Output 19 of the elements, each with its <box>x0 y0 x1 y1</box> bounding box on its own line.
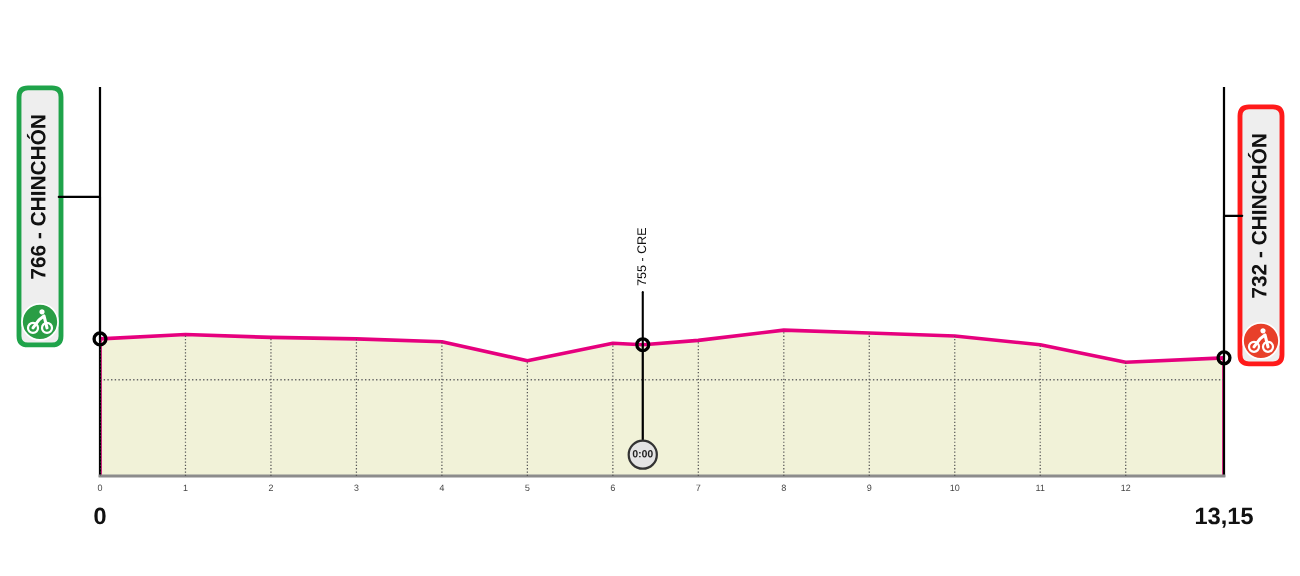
x-tick-label: 6 <box>610 484 615 491</box>
x-tick-label: 12 <box>1121 484 1131 491</box>
x-tick-label: 1 <box>183 484 188 491</box>
annotation: 755 - CRE <box>637 228 647 286</box>
text: 0 <box>94 507 106 525</box>
x-tick-label: 9 <box>867 484 872 491</box>
x-tick-label: 8 <box>781 484 786 491</box>
x-tick-label: 4 <box>439 484 445 491</box>
text: 13,15 <box>1195 507 1253 528</box>
x-tick-label: 11 <box>1036 484 1045 491</box>
annotation: 732 - CHINCHÓN <box>1247 134 1267 298</box>
x-tick-label: 0 <box>97 484 103 491</box>
annotation: 766 - CHINCHÓN <box>26 115 46 279</box>
x-tick-label: 10 <box>950 484 960 491</box>
x-tick-label: 5 <box>525 484 530 491</box>
x-tick-label: 2 <box>268 484 274 491</box>
x-tick-label: 3 <box>354 484 359 491</box>
annotation: 0:00 <box>632 450 653 458</box>
x-tick-label: 7 <box>696 484 701 491</box>
